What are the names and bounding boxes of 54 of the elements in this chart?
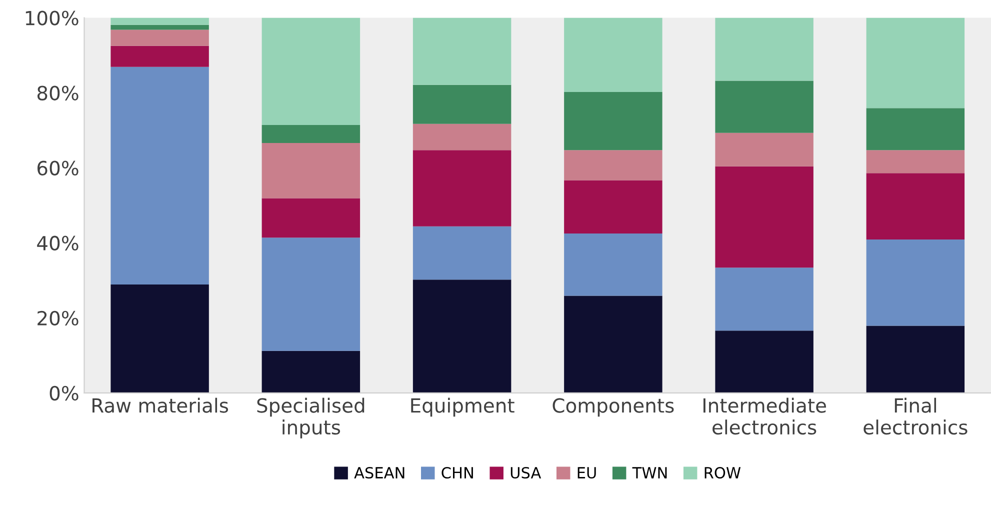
bar [715, 166, 814, 268]
bar [564, 92, 662, 150]
legend-label: CHN [442, 466, 473, 479]
y-tick-label: 100% [26, 10, 78, 26]
bar [262, 18, 360, 126]
bar [715, 80, 814, 133]
bar [110, 284, 209, 393]
bar [110, 30, 209, 46]
bar [412, 18, 512, 85]
legend-label: ROW [704, 466, 741, 479]
x-tick-label: Specialised inputs [257, 398, 364, 438]
bar [866, 173, 965, 240]
bar [564, 296, 662, 393]
y-tick-label: 60% [38, 160, 78, 176]
bar [564, 233, 662, 296]
x-tick-label: Final electronics [864, 398, 968, 435]
bar [715, 330, 814, 393]
legend-label: USA [510, 466, 542, 479]
bar [564, 180, 662, 234]
y-tick-label: 40% [37, 236, 78, 251]
legend-label: EU [578, 467, 596, 479]
bar [866, 326, 965, 393]
bar [412, 226, 512, 280]
y-tick-label: 80% [37, 86, 78, 100]
bar [564, 18, 662, 92]
bar [110, 66, 209, 284]
bar [412, 124, 512, 150]
bar [110, 18, 209, 25]
bar [866, 239, 965, 326]
legend-label: ASEAN [354, 466, 404, 479]
y-tick-label: 0% [50, 386, 78, 401]
bar [715, 18, 814, 81]
bar [866, 18, 965, 108]
bar [262, 125, 360, 144]
bar [262, 238, 360, 351]
bar [110, 24, 209, 30]
bar [412, 280, 512, 393]
bar [262, 143, 360, 198]
bar [715, 268, 814, 331]
x-tick-label: Raw materials [92, 398, 228, 413]
y-tick-label: 20% [38, 310, 78, 326]
bar [412, 84, 512, 124]
bar [412, 150, 512, 226]
bar [866, 150, 965, 174]
bar [110, 46, 209, 67]
bar [715, 132, 814, 166]
bar [866, 108, 965, 150]
legend-label: TWN [632, 467, 667, 478]
x-tick-label: Equipment [411, 398, 514, 417]
bar [564, 150, 662, 180]
bar [262, 350, 360, 393]
x-tick-label: Intermediate electronics [703, 398, 826, 435]
x-tick-label: Components [552, 398, 674, 417]
bar [262, 198, 360, 238]
